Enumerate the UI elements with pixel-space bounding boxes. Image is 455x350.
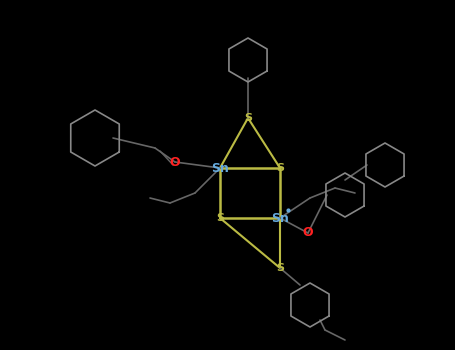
Text: Sn: Sn xyxy=(271,211,289,224)
Text: S: S xyxy=(276,263,284,273)
Text: O: O xyxy=(170,155,180,168)
Text: O: O xyxy=(303,226,313,239)
Text: S: S xyxy=(244,113,252,123)
Text: Sn: Sn xyxy=(211,161,229,175)
Text: S: S xyxy=(216,213,224,223)
Text: S: S xyxy=(276,163,284,173)
